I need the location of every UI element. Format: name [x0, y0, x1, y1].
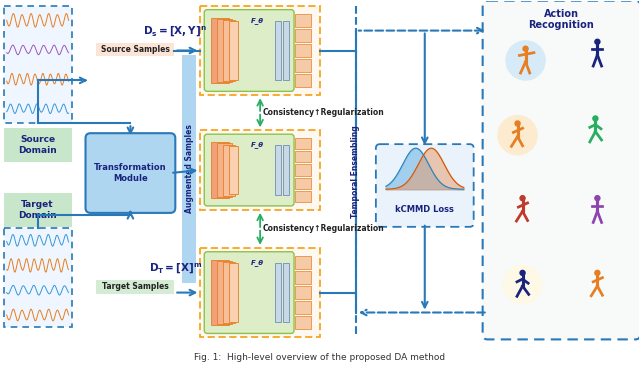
Text: Augmented Samples: Augmented Samples: [185, 124, 194, 213]
Bar: [217, 143, 232, 197]
Text: Source Samples: Source Samples: [101, 45, 170, 54]
Bar: [229, 146, 238, 194]
Circle shape: [595, 196, 600, 201]
Text: Transformation
Module: Transformation Module: [94, 163, 167, 183]
Bar: [182, 56, 196, 283]
Bar: [295, 44, 311, 57]
Bar: [283, 145, 289, 195]
FancyBboxPatch shape: [204, 134, 294, 206]
Bar: [4, 6, 72, 123]
Bar: [217, 261, 232, 324]
Bar: [275, 145, 281, 195]
Circle shape: [595, 270, 600, 275]
Circle shape: [595, 39, 600, 44]
FancyBboxPatch shape: [204, 252, 294, 333]
Bar: [295, 256, 311, 269]
Bar: [97, 42, 174, 56]
Bar: [211, 142, 229, 198]
FancyBboxPatch shape: [376, 144, 474, 227]
Bar: [283, 263, 289, 322]
Bar: [97, 280, 174, 294]
Bar: [349, 6, 363, 337]
Bar: [295, 191, 311, 202]
Circle shape: [498, 116, 537, 155]
Bar: [211, 18, 229, 83]
Bar: [4, 128, 72, 162]
Bar: [295, 59, 311, 72]
Bar: [200, 248, 320, 337]
Text: Consistency↑Regularization: Consistency↑Regularization: [262, 108, 384, 117]
Circle shape: [593, 116, 598, 121]
Bar: [295, 74, 311, 87]
Bar: [295, 286, 311, 299]
Circle shape: [515, 121, 520, 126]
Bar: [295, 151, 311, 163]
Bar: [229, 21, 238, 80]
Circle shape: [520, 196, 525, 201]
Text: F_θ: F_θ: [251, 259, 264, 266]
Bar: [223, 145, 235, 195]
Text: $\mathbf{D_T = [X]^m}$: $\mathbf{D_T = [X]^m}$: [148, 261, 202, 274]
Text: $\mathbf{D_s = [X, Y]^n}$: $\mathbf{D_s = [X, Y]^n}$: [143, 24, 207, 38]
Bar: [295, 164, 311, 176]
Bar: [295, 301, 311, 314]
Bar: [200, 130, 320, 210]
Bar: [295, 178, 311, 189]
Text: Temporal Ensembling: Temporal Ensembling: [351, 125, 360, 218]
Bar: [295, 316, 311, 329]
Bar: [4, 228, 72, 328]
Bar: [223, 20, 235, 81]
Text: Source
Domain: Source Domain: [18, 135, 57, 155]
Bar: [211, 260, 229, 325]
Bar: [229, 263, 238, 322]
FancyBboxPatch shape: [86, 133, 175, 213]
Bar: [223, 262, 235, 323]
Bar: [283, 20, 289, 81]
Text: F_θ: F_θ: [251, 16, 264, 23]
Text: Fig. 1:  High-level overview of the proposed DA method: Fig. 1: High-level overview of the propo…: [195, 353, 445, 362]
Bar: [295, 138, 311, 149]
Text: Target
Domain: Target Domain: [18, 200, 57, 220]
Bar: [295, 271, 311, 284]
Circle shape: [506, 41, 545, 80]
Bar: [217, 19, 232, 82]
FancyBboxPatch shape: [204, 10, 294, 92]
Text: Target Samples: Target Samples: [102, 282, 169, 291]
Circle shape: [523, 46, 528, 51]
Bar: [200, 6, 320, 95]
Text: F_θ: F_θ: [251, 141, 264, 148]
Bar: [295, 14, 311, 27]
Bar: [275, 263, 281, 322]
Bar: [275, 20, 281, 81]
Text: Action
Recognition: Action Recognition: [529, 9, 595, 30]
Text: kCMMD Loss: kCMMD Loss: [396, 205, 454, 214]
Circle shape: [520, 270, 525, 275]
Bar: [4, 193, 72, 227]
FancyBboxPatch shape: [483, 1, 640, 339]
Bar: [295, 29, 311, 42]
Text: Consistency↑Regularization: Consistency↑Regularization: [262, 224, 384, 234]
Circle shape: [503, 265, 542, 304]
